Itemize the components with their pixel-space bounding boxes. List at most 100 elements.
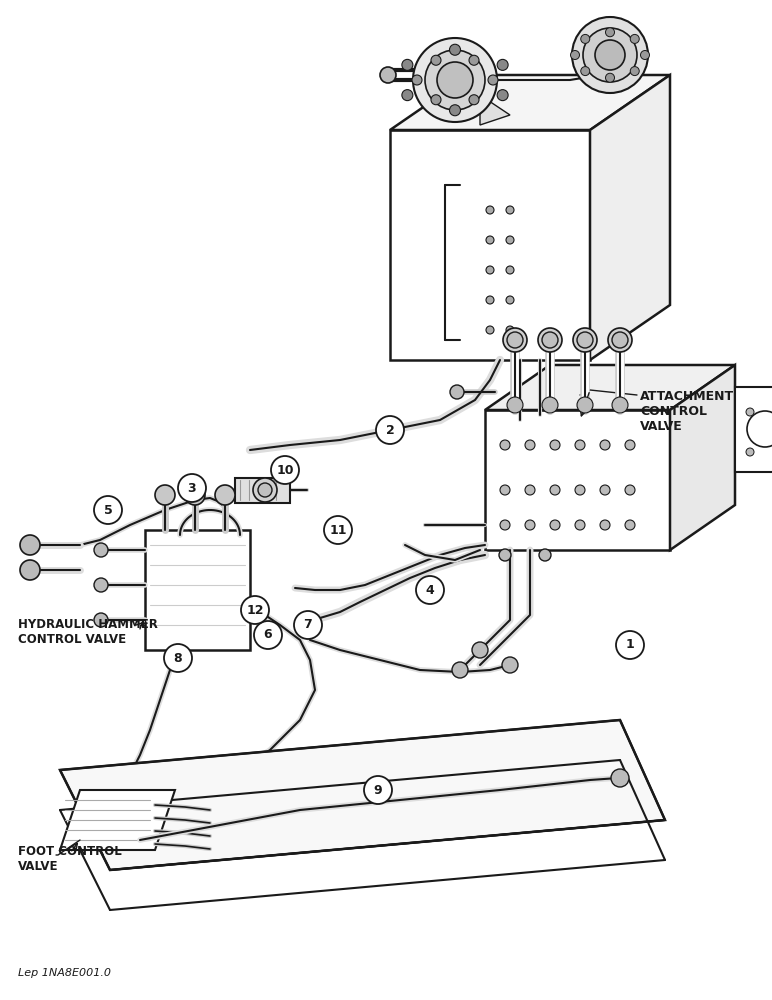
Circle shape [581,67,590,76]
Circle shape [94,613,108,627]
Text: 11: 11 [329,524,347,536]
Circle shape [595,40,625,70]
Polygon shape [60,790,175,850]
Circle shape [324,516,352,544]
Circle shape [486,236,494,244]
Circle shape [507,332,523,348]
Circle shape [612,332,628,348]
Polygon shape [390,75,670,130]
Circle shape [746,448,754,456]
Circle shape [503,328,527,352]
Circle shape [539,549,551,561]
Text: 7: 7 [303,618,313,632]
Text: 1: 1 [625,639,635,652]
Text: 5: 5 [103,504,113,516]
Text: 10: 10 [276,464,294,477]
Text: 2: 2 [386,424,394,436]
Circle shape [507,397,523,413]
Circle shape [469,95,479,105]
Circle shape [542,397,558,413]
Circle shape [612,397,628,413]
Circle shape [630,67,639,76]
Circle shape [469,55,479,65]
Polygon shape [485,410,670,550]
Circle shape [364,776,392,804]
Circle shape [20,535,40,555]
Circle shape [746,408,754,416]
Text: ATTACHMENT
CONTROL
VALVE: ATTACHMENT CONTROL VALVE [640,390,734,433]
Circle shape [486,206,494,214]
Circle shape [581,34,590,43]
Circle shape [605,28,615,37]
Circle shape [253,478,277,502]
Polygon shape [480,95,510,125]
Circle shape [486,296,494,304]
Circle shape [425,50,485,110]
Circle shape [605,73,615,82]
Circle shape [600,485,610,495]
Circle shape [155,485,175,505]
Circle shape [575,485,585,495]
Circle shape [538,328,562,352]
Circle shape [94,578,108,592]
Circle shape [94,496,122,524]
Circle shape [416,576,444,604]
Circle shape [525,485,535,495]
Circle shape [571,50,580,60]
Text: 12: 12 [246,603,264,616]
Circle shape [164,644,192,672]
Circle shape [271,456,299,484]
Circle shape [402,90,413,101]
Circle shape [575,440,585,450]
Circle shape [258,483,272,497]
Polygon shape [735,387,772,472]
Circle shape [583,28,637,82]
Polygon shape [390,130,590,360]
Circle shape [431,55,441,65]
Circle shape [608,328,632,352]
Circle shape [525,440,535,450]
Circle shape [412,75,422,85]
Circle shape [611,769,629,787]
Circle shape [431,95,441,105]
Circle shape [550,520,560,530]
Circle shape [641,50,649,60]
Circle shape [450,385,464,399]
Circle shape [573,328,597,352]
Circle shape [747,411,772,447]
Circle shape [625,520,635,530]
Circle shape [625,440,635,450]
Circle shape [376,416,404,444]
Circle shape [506,296,514,304]
Circle shape [380,67,396,83]
Polygon shape [60,720,665,870]
Text: 4: 4 [425,584,435,596]
Circle shape [499,549,511,561]
Circle shape [506,266,514,274]
Circle shape [500,485,510,495]
Circle shape [449,105,461,116]
Circle shape [486,326,494,334]
Circle shape [600,520,610,530]
Circle shape [488,75,498,85]
Circle shape [502,657,518,673]
Text: Lep 1NA8E001.0: Lep 1NA8E001.0 [18,968,111,978]
Text: 3: 3 [188,482,196,494]
Circle shape [185,485,205,505]
Circle shape [630,34,639,43]
Circle shape [572,17,648,93]
Circle shape [542,332,558,348]
Circle shape [550,440,560,450]
Circle shape [577,397,593,413]
Polygon shape [145,530,250,650]
Circle shape [413,38,497,122]
Circle shape [241,596,269,624]
Circle shape [616,631,644,659]
Circle shape [500,440,510,450]
Circle shape [94,543,108,557]
Circle shape [550,485,560,495]
Circle shape [600,440,610,450]
Text: HYDRAULIC HAMMER
CONTROL VALVE: HYDRAULIC HAMMER CONTROL VALVE [18,618,158,646]
Circle shape [506,236,514,244]
Circle shape [625,485,635,495]
